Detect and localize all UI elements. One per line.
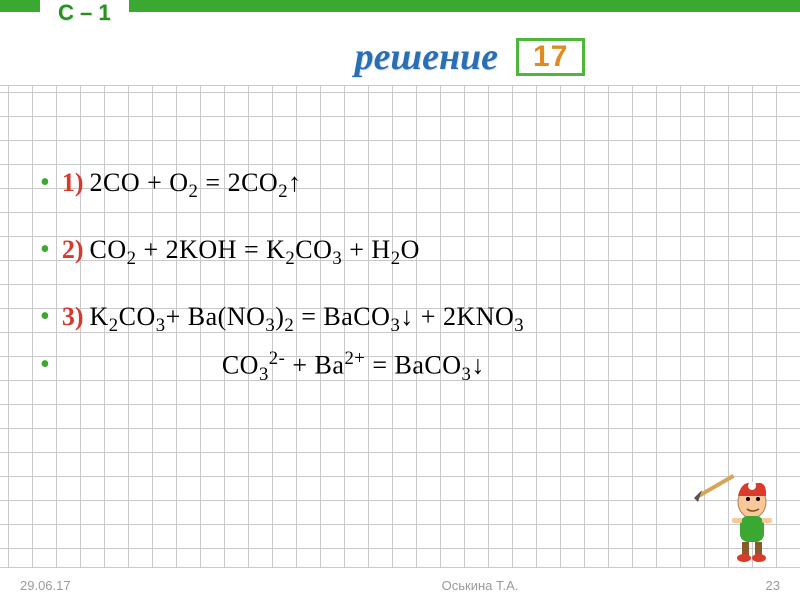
top-bar: С – 1	[0, 0, 800, 32]
footer: 29.06.17 Оськина Т.А. 23	[0, 570, 800, 600]
stripe-right	[129, 0, 800, 12]
equation-formula: K2CO3+ Ba(NO3)2 = BaCO3↓ + 2KNO3	[89, 302, 524, 337]
equation-line: • 2)CO2 + 2KOH = K2CO3 + H2O	[40, 235, 760, 270]
footer-date: 29.06.17	[20, 578, 240, 593]
equation-list: • 1)2CO + O2 = 2CO2↑ • 2)CO2 + 2KOH = K2CO3…	[0, 86, 800, 385]
bullet-icon: •	[40, 236, 50, 264]
equation-formula: CO32- + Ba2+ = BaCO3↓	[62, 348, 485, 386]
footer-page: 23	[720, 578, 780, 593]
footer-author: Оськина Т.А.	[240, 578, 720, 593]
equation-formula: CO2 + 2KOH = K2CO3 + H2O	[89, 235, 419, 270]
equation-line: • CO32- + Ba2+ = BaCO3↓	[40, 348, 760, 386]
task-number: 17	[533, 40, 568, 74]
page-title: решение	[355, 35, 498, 79]
mascot-image	[692, 454, 782, 564]
equation-number: 2)	[62, 235, 84, 265]
bullet-icon: •	[40, 169, 50, 197]
bullet-icon: •	[40, 303, 50, 331]
equation-formula: 2CO + O2 = 2CO2↑	[89, 168, 301, 203]
equation-number: 1)	[62, 168, 84, 198]
header: решение 17	[0, 32, 800, 82]
equation-line: • 1)2CO + O2 = 2CO2↑	[40, 168, 760, 203]
equation-number: 3)	[62, 302, 84, 332]
variant-label: С – 1	[40, 0, 129, 28]
equation-line: • 3)K2CO3+ Ba(NO3)2 = BaCO3↓ + 2KNO3	[40, 302, 760, 337]
stripe-left	[0, 0, 40, 12]
task-number-badge: 17	[516, 38, 585, 76]
bullet-icon: •	[40, 351, 50, 379]
grid-paper: • 1)2CO + O2 = 2CO2↑ • 2)CO2 + 2KOH = K2CO3…	[0, 85, 800, 568]
